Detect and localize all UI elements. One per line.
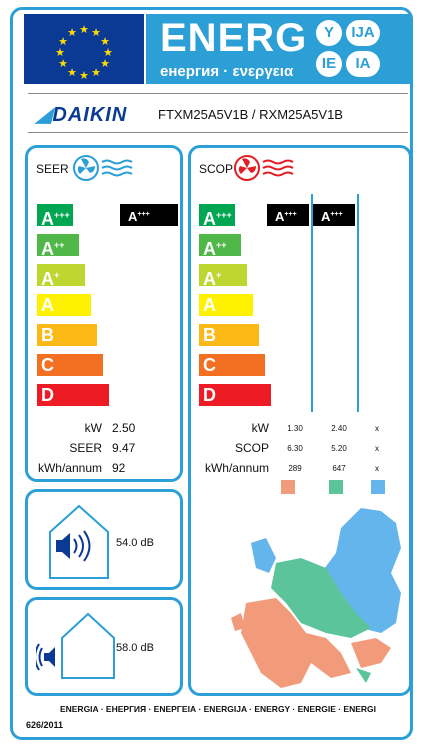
scop-rating-arrow-warm: A+++ <box>267 204 309 226</box>
heat-value: x <box>375 444 379 453</box>
svg-text:★: ★ <box>58 57 68 70</box>
cool-value-seer: 9.47 <box>112 441 136 455</box>
cool-label-kw: kW <box>84 421 102 435</box>
regulation-number: 626/2011 <box>26 720 64 730</box>
cool-value-kw: 2.50 <box>112 421 136 435</box>
footer-languages: ENERGIA · ЕНЕРГИЯ · ΕΝΕΡΓΕΙΑ · ENERGIJA … <box>59 704 377 714</box>
svg-text:★: ★ <box>100 35 110 48</box>
heat-value: 5.20 <box>331 444 347 453</box>
rating-bar-a3: A+++ <box>37 204 73 229</box>
zone-warmer-swatch <box>281 480 295 494</box>
indoor-noise-value: 54.0 dB <box>116 537 154 549</box>
indoor-noise-panel: 54.0 dB <box>25 489 183 590</box>
outdoor-noise-panel: 58.0 dB <box>25 597 183 696</box>
svg-text:★: ★ <box>79 69 89 82</box>
daikin-logo: ◢DAIKIN <box>36 104 128 126</box>
model-number: FTXM25A5V1B / RXM25A5V1B <box>158 107 343 122</box>
cool-label-annual: kWh/annum <box>37 461 102 475</box>
europe-climate-map <box>231 508 401 688</box>
svg-text:★: ★ <box>67 66 77 79</box>
rating-bar-a3: A+++ <box>199 204 235 229</box>
zone-average-swatch <box>329 480 343 494</box>
energy-subtitle: енергия · ενεργεια <box>160 63 294 80</box>
rating-bar-a: A <box>37 294 91 316</box>
svg-text:★: ★ <box>100 57 110 70</box>
rating-bar-a1: A+ <box>37 264 85 289</box>
rating-bar-d: D <box>37 384 109 406</box>
heat-label-scop: SCOP <box>234 441 269 455</box>
svg-text:★: ★ <box>55 46 65 59</box>
brand-row: ◢DAIKIN FTXM25A5V1B / RXM25A5V1B <box>28 93 408 133</box>
cooling-panel: SEER A+++ A++ A+ A B C D A+++ kW 2.50 SE… <box>25 145 183 482</box>
cool-label-seer: SEER <box>69 441 102 455</box>
svg-text:★: ★ <box>79 23 89 36</box>
svg-text:★: ★ <box>58 35 68 48</box>
heat-value: 289 <box>288 464 302 473</box>
outdoor-unit-icon <box>36 612 115 679</box>
svg-text:★: ★ <box>91 66 101 79</box>
lang-badge: IJA <box>346 20 380 46</box>
scop-rating-arrow-average: A+++ <box>313 204 355 226</box>
eu-stars-icon: ★ ★★ ★★★ ★★★ ★★★ <box>55 23 113 82</box>
rating-bar-b: B <box>199 324 259 346</box>
heat-value: x <box>375 424 379 433</box>
label-header: ★ ★ ★ ★ ★ ★ ★ ★ ★ ★ ★ ★ ENERG енергия · ενεργεια… <box>24 14 412 84</box>
heat-value: 6.30 <box>287 444 303 453</box>
heat-label-kw: kW <box>251 421 269 435</box>
rating-bar-c: C <box>199 354 265 376</box>
lang-badge: IE <box>316 51 342 77</box>
heat-value: 2.40 <box>331 424 347 433</box>
zone-colder-swatch <box>371 480 385 494</box>
outdoor-noise-value: 58.0 dB <box>116 642 154 654</box>
fan-cool-icon <box>73 155 133 181</box>
rating-bar-c: C <box>37 354 103 376</box>
heating-panel: SCOP A+++ A++ A+ A B C D A+++ A+++ kW 1.… <box>188 145 412 696</box>
lang-badge: IA <box>346 51 380 77</box>
rating-bar-b: B <box>37 324 97 346</box>
energy-title: ENERG <box>160 16 308 60</box>
heat-value: 647 <box>332 464 346 473</box>
heat-value: 1.30 <box>287 424 303 433</box>
fan-heat-icon <box>234 155 294 181</box>
rating-bar-d: D <box>199 384 271 406</box>
heat-label-annual: kWh/annum <box>204 461 269 475</box>
seer-rating-arrow: A+++ <box>120 204 178 226</box>
rating-bar-a2: A++ <box>199 234 241 259</box>
heat-value: x <box>375 464 379 473</box>
eu-flag: ★ ★ ★ ★ ★ ★ ★ ★ ★ ★ ★ ★ <box>24 14 144 84</box>
zone-divider <box>357 194 359 412</box>
indoor-unit-icon <box>49 504 109 579</box>
lang-badge: Y <box>316 20 342 46</box>
zone-divider <box>311 194 313 412</box>
energy-title-block: ENERG енергия · ενεργεια Y IJA IE IA <box>146 14 410 84</box>
seer-title: SEER <box>36 162 69 176</box>
rating-bar-a1: A+ <box>199 264 247 289</box>
svg-text:★: ★ <box>103 46 113 59</box>
rating-bar-a2: A++ <box>37 234 79 259</box>
svg-text:★: ★ <box>91 26 101 39</box>
cool-value-annual: 92 <box>112 461 126 475</box>
scop-title: SCOP <box>199 162 234 176</box>
svg-text:★: ★ <box>67 26 77 39</box>
rating-bar-a: A <box>199 294 253 316</box>
daikin-mark-icon: ◢ <box>36 104 53 126</box>
